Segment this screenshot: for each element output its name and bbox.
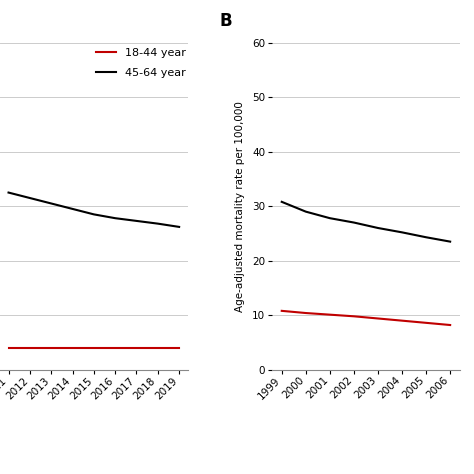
Legend: 18-44 year, 45-64 year: 18-44 year, 45-64 year <box>96 48 186 78</box>
Y-axis label: Age-adjusted mortality rate per 100,000: Age-adjusted mortality rate per 100,000 <box>235 101 245 311</box>
Text: B: B <box>219 11 232 29</box>
